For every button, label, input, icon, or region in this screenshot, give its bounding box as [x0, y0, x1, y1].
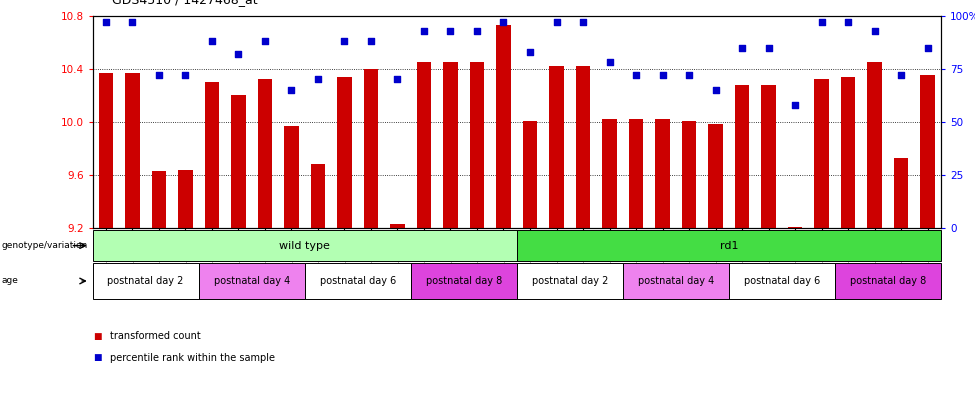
Bar: [868, 62, 882, 228]
Bar: [205, 82, 219, 228]
Text: percentile rank within the sample: percentile rank within the sample: [110, 353, 275, 363]
Point: [867, 28, 882, 34]
Point: [760, 44, 776, 51]
Bar: [814, 79, 829, 228]
Point: [893, 72, 909, 78]
Point: [469, 28, 485, 34]
Point: [177, 72, 193, 78]
Bar: [708, 125, 722, 228]
Bar: [629, 119, 644, 228]
Bar: [125, 73, 139, 228]
Text: GDS4510 / 1427468_at: GDS4510 / 1427468_at: [112, 0, 257, 6]
Bar: [390, 224, 405, 228]
Point: [336, 38, 352, 44]
Point: [708, 87, 723, 93]
Bar: [623, 263, 729, 299]
Point: [549, 19, 565, 25]
Text: postnatal day 8: postnatal day 8: [426, 276, 502, 286]
Text: ■: ■: [93, 353, 101, 362]
Text: wild type: wild type: [279, 241, 331, 251]
Bar: [517, 230, 941, 261]
Bar: [761, 85, 776, 228]
Text: postnatal day 6: postnatal day 6: [320, 276, 396, 286]
Bar: [93, 263, 199, 299]
Text: transformed count: transformed count: [110, 331, 201, 341]
Bar: [151, 171, 166, 228]
Bar: [788, 227, 802, 228]
Bar: [735, 85, 750, 228]
Point: [787, 102, 802, 108]
Bar: [549, 66, 564, 228]
Text: postnatal day 4: postnatal day 4: [638, 276, 714, 286]
Text: rd1: rd1: [720, 241, 738, 251]
Bar: [284, 126, 298, 228]
Bar: [257, 79, 272, 228]
Bar: [337, 77, 352, 228]
Bar: [410, 263, 517, 299]
Bar: [178, 169, 193, 228]
Point: [231, 51, 247, 57]
Point: [919, 44, 935, 51]
Point: [682, 72, 697, 78]
Point: [284, 87, 299, 93]
Point: [575, 19, 591, 25]
Point: [125, 19, 140, 25]
Bar: [444, 62, 458, 228]
Bar: [304, 263, 410, 299]
Bar: [603, 119, 617, 228]
Bar: [311, 164, 326, 228]
Point: [628, 72, 644, 78]
Text: age: age: [2, 277, 19, 285]
Point: [257, 38, 273, 44]
Text: postnatal day 2: postnatal day 2: [531, 276, 608, 286]
Bar: [729, 263, 835, 299]
Bar: [894, 158, 909, 228]
Bar: [655, 119, 670, 228]
Bar: [364, 69, 378, 228]
Point: [310, 76, 326, 83]
Bar: [199, 263, 304, 299]
Bar: [920, 75, 935, 228]
Text: postnatal day 8: postnatal day 8: [850, 276, 926, 286]
Bar: [523, 121, 537, 228]
Point: [390, 76, 406, 83]
Bar: [840, 77, 855, 228]
Point: [734, 44, 750, 51]
Point: [98, 19, 114, 25]
Bar: [231, 95, 246, 228]
Bar: [682, 121, 696, 228]
Bar: [416, 62, 431, 228]
Bar: [575, 66, 590, 228]
Point: [655, 72, 671, 78]
Bar: [496, 25, 511, 228]
Text: genotype/variation: genotype/variation: [2, 241, 88, 250]
Point: [151, 72, 167, 78]
Point: [204, 38, 219, 44]
Point: [443, 28, 458, 34]
Point: [363, 38, 378, 44]
Bar: [93, 230, 517, 261]
Bar: [517, 263, 623, 299]
Text: postnatal day 4: postnatal day 4: [214, 276, 290, 286]
Point: [495, 19, 511, 25]
Bar: [98, 73, 113, 228]
Point: [523, 49, 538, 55]
Text: ■: ■: [93, 332, 101, 340]
Point: [416, 28, 432, 34]
Point: [814, 19, 830, 25]
Point: [602, 59, 617, 66]
Bar: [835, 263, 941, 299]
Text: postnatal day 2: postnatal day 2: [107, 276, 184, 286]
Text: postnatal day 6: postnatal day 6: [744, 276, 820, 286]
Point: [840, 19, 856, 25]
Bar: [470, 62, 485, 228]
